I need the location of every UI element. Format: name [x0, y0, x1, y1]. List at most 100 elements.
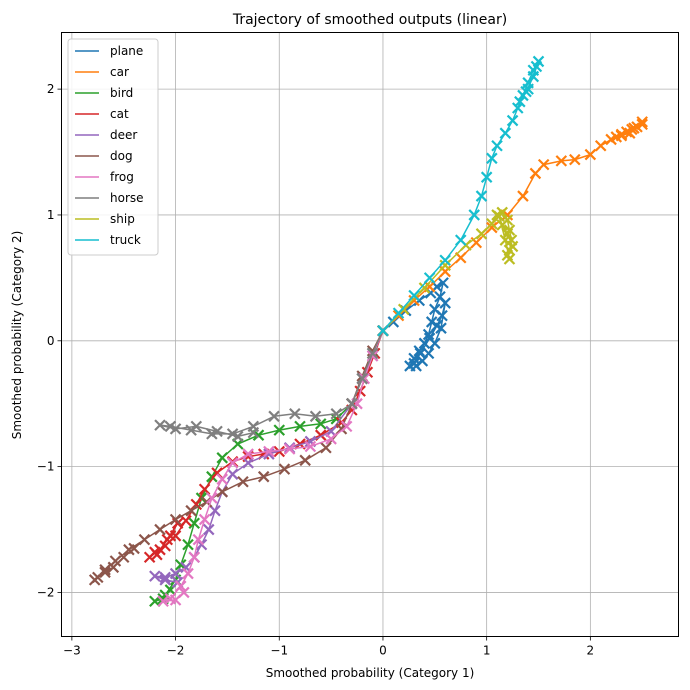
data-point-frog	[178, 586, 190, 599]
data-point-frog	[340, 420, 353, 433]
data-point-horse	[346, 397, 358, 410]
x-ticks: −3 −2 −1 0 1 2	[63, 636, 595, 658]
data-point-truck	[530, 60, 543, 73]
data-point-truck	[468, 209, 480, 221]
data-point-bird	[188, 517, 201, 530]
data-point-truck	[377, 324, 389, 337]
data-point-truck	[514, 95, 526, 108]
data-point-truck	[480, 171, 493, 183]
data-point-car	[408, 294, 420, 307]
data-point-horse	[211, 425, 223, 438]
data-point-horse	[232, 430, 244, 443]
data-point-horse	[169, 423, 182, 435]
data-point-truck	[511, 102, 524, 114]
data-point-cat	[143, 551, 156, 564]
legend-label-deer: deer	[110, 128, 137, 142]
data-point-truck	[454, 234, 467, 246]
data-point-car	[636, 116, 648, 128]
data-point-horse	[330, 407, 343, 420]
data-point-dog	[169, 513, 182, 526]
data-point-deer	[159, 574, 171, 586]
legend-label-bird: bird	[110, 86, 133, 100]
data-point-frog	[304, 440, 317, 453]
data-point-truck	[423, 272, 436, 284]
y-tick-label: 0	[47, 334, 55, 348]
data-point-ship	[501, 228, 514, 240]
data-point-plane	[439, 297, 451, 309]
series-horse	[154, 324, 389, 443]
data-point-car	[628, 122, 640, 134]
legend-label-plane: plane	[110, 44, 143, 58]
data-point-ship	[475, 228, 488, 240]
y-tick-label: −2	[37, 585, 55, 599]
data-point-horse	[247, 426, 260, 439]
data-point-dog	[99, 566, 111, 579]
data-point-frog	[242, 448, 254, 460]
data-point-frog	[198, 513, 211, 526]
x-axis-label: Smoothed probability (Category 1)	[266, 666, 475, 680]
data-point-horse	[309, 410, 322, 423]
data-point-deer	[149, 570, 161, 582]
data-point-frog	[263, 445, 275, 458]
data-point-ship	[496, 219, 508, 231]
data-point-truck	[527, 70, 540, 83]
legend-label-horse: horse	[110, 191, 144, 205]
data-point-car	[555, 155, 568, 167]
legend-label-cat: cat	[110, 107, 129, 121]
data-point-frog	[192, 533, 205, 546]
data-point-truck	[506, 114, 519, 127]
data-point-bird	[216, 452, 229, 464]
legend-label-car: car	[110, 65, 129, 79]
x-tick-label: 1	[483, 644, 491, 658]
data-point-deer	[159, 571, 171, 584]
data-point-frog	[188, 551, 201, 564]
data-point-deer	[226, 468, 239, 480]
data-point-horse	[289, 407, 301, 420]
data-point-bird	[294, 420, 306, 433]
legend: plane car bird cat deer dog frog horse ship truck	[67, 38, 159, 256]
data-point-frog	[174, 580, 187, 592]
data-point-cat	[161, 533, 174, 546]
data-point-ship	[418, 282, 431, 294]
legend-label-dog: dog	[110, 149, 133, 163]
data-point-dog	[154, 523, 166, 536]
data-point-dog	[117, 551, 130, 564]
data-point-cat	[151, 548, 163, 561]
data-point-car	[486, 221, 498, 234]
x-tick-label: −2	[167, 644, 185, 658]
data-point-frog	[206, 492, 218, 504]
data-point-truck	[522, 83, 534, 95]
data-point-truck	[392, 307, 405, 319]
data-point-frog	[182, 567, 194, 580]
data-point-dog	[128, 542, 140, 555]
data-point-plane	[422, 328, 435, 341]
data-point-ship	[439, 259, 451, 272]
data-point-truck	[499, 127, 512, 139]
data-point-deer	[202, 523, 215, 536]
plot-frame	[61, 32, 679, 637]
data-point-plane	[429, 337, 441, 350]
data-point-car	[584, 148, 597, 161]
data-point-frog	[216, 473, 229, 485]
data-point-dog	[138, 533, 151, 546]
data-point-frog	[157, 595, 169, 608]
data-point-bird	[149, 595, 161, 608]
series-plane	[377, 277, 451, 372]
data-point-dog	[299, 454, 311, 467]
data-point-deer	[209, 504, 221, 517]
data-point-bird	[273, 424, 286, 436]
data-point-frog	[366, 350, 379, 362]
data-point-frog	[283, 443, 296, 455]
data-point-dog	[257, 470, 270, 483]
series-line-frog	[162, 330, 384, 603]
data-point-horse	[366, 347, 379, 360]
data-point-car	[615, 129, 628, 142]
data-point-horse	[356, 372, 369, 385]
data-point-dog	[216, 486, 229, 498]
x-tick-label: 2	[587, 644, 595, 658]
legend-label-frog: frog	[110, 170, 134, 184]
data-point-car	[529, 167, 542, 180]
data-point-horse	[268, 410, 280, 423]
data-point-plane	[437, 277, 449, 289]
